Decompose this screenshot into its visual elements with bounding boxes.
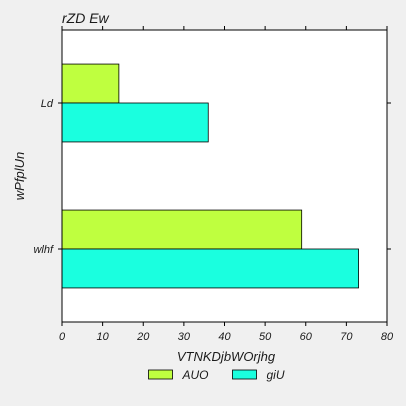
bars-layer [61, 63, 359, 289]
x-tick-label: 10 [97, 331, 110, 343]
x-tick-label: 50 [259, 331, 272, 343]
legend: AUO giU [148, 368, 285, 382]
bar-AUO-wlhf [61, 209, 303, 250]
chart-title: rZD Ew [62, 10, 110, 26]
plot-frame [61, 29, 388, 323]
x-tick-label: 30 [178, 331, 191, 343]
y-tick-label: wlhf [33, 244, 54, 256]
x-tick-label: 60 [300, 331, 313, 343]
x-axis-label: VTNKDjbWOrjhg [177, 349, 276, 364]
y-axis-label: wPfplUn [12, 152, 27, 200]
y-tick-label: Ld [41, 98, 54, 110]
legend-swatch-AUO [148, 369, 173, 380]
bar-giU-wlhf [61, 248, 359, 289]
legend-label-giU: giU [267, 368, 285, 382]
x-tick-label: 20 [136, 331, 150, 343]
bar-AUO-Ld [61, 63, 120, 104]
x-tick-label: 0 [59, 331, 66, 343]
ticks-layer: 0 10 20 30 40 50 60 70 80 wlhf Ld [33, 26, 394, 343]
x-tick-label: 40 [218, 331, 231, 343]
x-tick-label: 70 [340, 331, 353, 343]
legend-label-AUO: AUO [182, 368, 209, 382]
legend-swatch-giU [232, 369, 257, 380]
x-tick-label: 80 [381, 331, 394, 343]
bar-giU-Ld [61, 102, 209, 143]
